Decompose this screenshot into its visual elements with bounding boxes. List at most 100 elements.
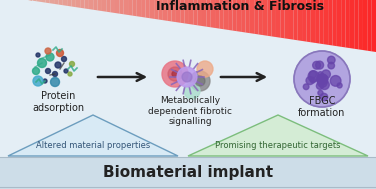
- Text: Altered material properties: Altered material properties: [36, 142, 150, 150]
- Polygon shape: [89, 0, 93, 10]
- Circle shape: [294, 51, 350, 107]
- Polygon shape: [163, 0, 167, 21]
- Circle shape: [172, 71, 178, 77]
- Polygon shape: [188, 115, 368, 156]
- Polygon shape: [124, 0, 128, 15]
- Circle shape: [317, 74, 328, 85]
- Circle shape: [308, 71, 319, 82]
- Polygon shape: [254, 0, 259, 34]
- Polygon shape: [246, 0, 250, 33]
- Circle shape: [320, 93, 328, 101]
- Circle shape: [320, 80, 329, 90]
- Polygon shape: [93, 0, 98, 10]
- Polygon shape: [241, 0, 246, 33]
- Polygon shape: [32, 0, 37, 1]
- Polygon shape: [289, 0, 293, 40]
- Circle shape: [322, 76, 328, 81]
- Polygon shape: [167, 0, 171, 21]
- Circle shape: [197, 61, 213, 77]
- Circle shape: [318, 76, 324, 82]
- Text: Biomaterial implant: Biomaterial implant: [103, 166, 273, 180]
- Polygon shape: [346, 0, 350, 48]
- Polygon shape: [302, 0, 306, 42]
- Circle shape: [50, 77, 59, 87]
- Polygon shape: [250, 0, 254, 34]
- Polygon shape: [324, 0, 328, 45]
- Circle shape: [46, 53, 54, 61]
- Text: FBGC
formation: FBGC formation: [298, 96, 346, 118]
- Polygon shape: [41, 0, 45, 3]
- Circle shape: [330, 76, 341, 86]
- Polygon shape: [211, 0, 215, 28]
- Polygon shape: [237, 0, 241, 32]
- Polygon shape: [106, 0, 111, 12]
- Polygon shape: [224, 0, 228, 30]
- Polygon shape: [280, 0, 285, 38]
- Circle shape: [316, 82, 323, 89]
- Polygon shape: [363, 0, 367, 51]
- Polygon shape: [150, 0, 154, 19]
- Polygon shape: [189, 0, 193, 25]
- Polygon shape: [180, 0, 185, 23]
- Circle shape: [306, 77, 314, 84]
- Circle shape: [33, 76, 43, 86]
- Circle shape: [64, 69, 68, 73]
- Polygon shape: [102, 0, 106, 12]
- Polygon shape: [111, 0, 115, 13]
- Circle shape: [318, 90, 323, 95]
- Circle shape: [315, 61, 324, 69]
- Polygon shape: [45, 0, 50, 3]
- Polygon shape: [171, 0, 176, 22]
- Circle shape: [182, 72, 192, 82]
- Circle shape: [303, 84, 309, 90]
- Polygon shape: [315, 0, 320, 43]
- Circle shape: [327, 56, 335, 64]
- Polygon shape: [28, 0, 32, 1]
- Polygon shape: [154, 0, 159, 19]
- Polygon shape: [58, 0, 63, 5]
- Circle shape: [62, 57, 67, 61]
- Circle shape: [162, 61, 188, 87]
- Polygon shape: [128, 0, 132, 16]
- Polygon shape: [311, 0, 315, 43]
- Circle shape: [309, 71, 317, 78]
- Polygon shape: [67, 0, 71, 6]
- Polygon shape: [98, 0, 102, 11]
- Circle shape: [45, 68, 50, 74]
- Circle shape: [43, 79, 47, 83]
- Circle shape: [190, 71, 210, 91]
- Polygon shape: [85, 0, 89, 9]
- Polygon shape: [354, 0, 359, 49]
- Polygon shape: [341, 0, 346, 47]
- Circle shape: [177, 67, 197, 87]
- Circle shape: [195, 76, 205, 86]
- Polygon shape: [63, 0, 67, 6]
- Circle shape: [318, 72, 323, 77]
- Polygon shape: [271, 0, 276, 37]
- Circle shape: [310, 78, 315, 83]
- Polygon shape: [80, 0, 85, 9]
- Polygon shape: [185, 0, 189, 24]
- Polygon shape: [220, 0, 224, 29]
- Circle shape: [313, 61, 320, 69]
- Polygon shape: [54, 0, 58, 5]
- Circle shape: [70, 61, 74, 67]
- Polygon shape: [176, 0, 180, 23]
- Text: Inflammation & Fibrosis: Inflammation & Fibrosis: [156, 1, 324, 13]
- Text: Promising therapeutic targets: Promising therapeutic targets: [215, 142, 341, 150]
- Circle shape: [32, 67, 39, 74]
- Polygon shape: [132, 0, 137, 16]
- Circle shape: [337, 83, 342, 88]
- Polygon shape: [276, 0, 280, 38]
- Polygon shape: [285, 0, 289, 39]
- Polygon shape: [119, 0, 124, 14]
- Polygon shape: [198, 0, 202, 26]
- Circle shape: [36, 53, 40, 57]
- Polygon shape: [337, 0, 341, 47]
- Polygon shape: [328, 0, 332, 46]
- Text: Protein
adsorption: Protein adsorption: [32, 91, 84, 113]
- Polygon shape: [137, 0, 141, 17]
- Circle shape: [68, 72, 72, 76]
- Circle shape: [318, 78, 327, 87]
- Polygon shape: [193, 0, 198, 25]
